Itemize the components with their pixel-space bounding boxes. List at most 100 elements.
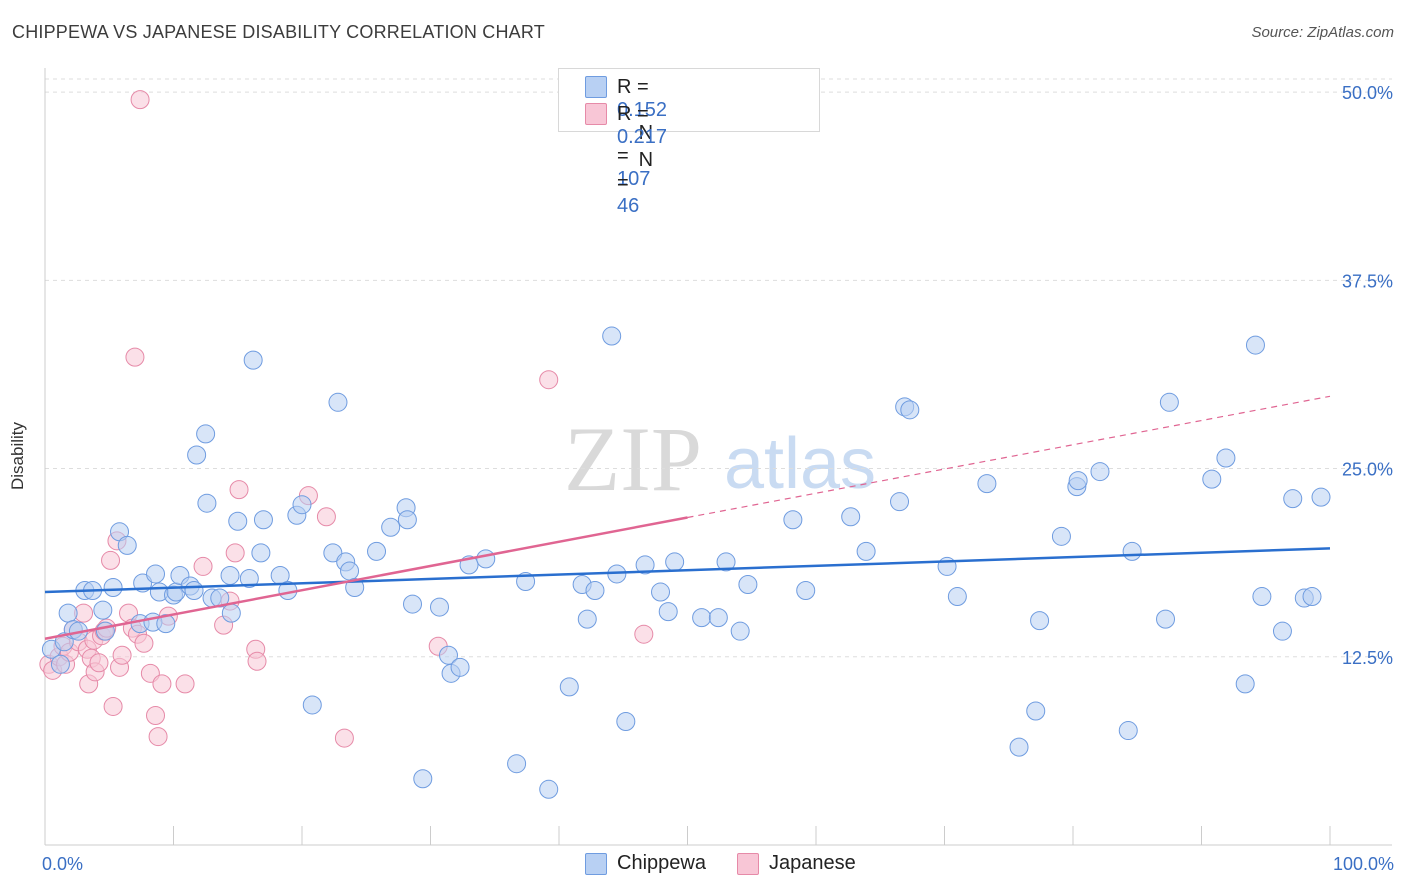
japanese-swatch xyxy=(585,103,607,125)
watermark-atlas: atlas xyxy=(724,424,876,504)
chippewa-point xyxy=(841,507,861,527)
chippewa-point xyxy=(328,392,348,412)
japanese-point xyxy=(148,727,168,747)
x-tick-label: 0.0% xyxy=(42,854,83,874)
chippewa-point xyxy=(658,602,678,622)
chippewa-point xyxy=(665,552,685,572)
chippewa-point xyxy=(243,350,263,370)
chippewa-point xyxy=(184,581,204,601)
chippewa-point xyxy=(397,510,417,530)
japanese-point xyxy=(125,347,145,367)
chippewa-point xyxy=(651,582,671,602)
chippewa-point xyxy=(1216,448,1236,468)
chippewa-point xyxy=(302,695,322,715)
chart-title: CHIPPEWA VS JAPANESE DISABILITY CORRELAT… xyxy=(12,22,545,42)
chippewa-point xyxy=(197,493,217,513)
chippewa-legend-label: Chippewa xyxy=(617,852,706,874)
japanese-point xyxy=(634,624,654,644)
chippewa-point xyxy=(403,594,423,614)
chippewa-point xyxy=(602,326,622,346)
chippewa-point xyxy=(450,657,470,677)
japanese-point xyxy=(247,651,267,671)
japanese-point xyxy=(89,653,109,673)
japanese-point xyxy=(152,674,172,694)
japanese-legend-label: Japanese xyxy=(769,852,856,874)
chippewa-point xyxy=(796,581,816,601)
japanese-point xyxy=(146,706,166,726)
chippewa-point xyxy=(507,754,527,774)
chippewa-point xyxy=(58,603,78,623)
legend-r-label: R = xyxy=(617,103,649,125)
chippewa-point xyxy=(1159,392,1179,412)
japanese-point xyxy=(539,370,559,390)
japanese-point xyxy=(334,728,354,748)
japanese-point xyxy=(101,550,121,570)
chippewa-point xyxy=(429,597,449,617)
chippewa-point xyxy=(1026,701,1046,721)
chippewa-point xyxy=(93,600,113,620)
japanese-point xyxy=(193,556,213,576)
chippewa-point xyxy=(103,578,123,598)
chippewa-point xyxy=(221,603,241,623)
y-axis-label: Disability xyxy=(8,421,27,491)
chippewa-point xyxy=(323,543,343,563)
chippewa-point xyxy=(50,654,70,674)
chippewa-point xyxy=(856,541,876,561)
y-tick-label: 37.5% xyxy=(1342,271,1393,291)
japanese-point xyxy=(103,696,123,716)
chippewa-point xyxy=(187,445,207,465)
japanese-point xyxy=(225,543,245,563)
japanese-point xyxy=(130,90,150,110)
legend-n-label: N = xyxy=(617,149,654,194)
japanese-point xyxy=(134,633,154,653)
chippewa-point xyxy=(340,561,360,581)
chippewa-point xyxy=(239,568,259,588)
japanese-trend-extension xyxy=(687,395,1331,519)
chippewa-point xyxy=(1252,587,1272,607)
chippewa-trend-line xyxy=(44,547,1331,594)
chippewa-point xyxy=(1272,621,1292,641)
legend-n-value: 46 xyxy=(617,195,640,217)
chippewa-point xyxy=(1283,489,1303,509)
y-tick-label: 50.0% xyxy=(1342,83,1393,103)
chippewa-point xyxy=(1051,526,1071,546)
chippewa-point xyxy=(117,535,137,555)
chippewa-point xyxy=(381,517,401,537)
japanese-point xyxy=(229,480,249,500)
legend-r-value: 0.217 xyxy=(617,126,668,148)
chippewa-point xyxy=(708,608,728,628)
chippewa-point xyxy=(1311,487,1331,507)
chippewa-point xyxy=(146,564,166,584)
chippewa-point xyxy=(585,581,605,601)
chippewa-point xyxy=(692,608,712,628)
x-tick-label: 100.0% xyxy=(1333,854,1394,874)
chippewa-point xyxy=(1122,541,1142,561)
chippewa-point xyxy=(476,549,496,569)
chippewa-point xyxy=(1302,587,1322,607)
y-tick-label: 12.5% xyxy=(1342,648,1393,668)
japanese-point xyxy=(175,674,195,694)
correlation-legend: R = 0.152 N = 107 R = 0.217 N = 46 xyxy=(558,68,820,217)
chippewa-point xyxy=(616,712,636,732)
chippewa-point xyxy=(251,543,271,563)
chippewa-point xyxy=(730,621,750,641)
chippewa-point xyxy=(220,565,240,585)
chippewa-point xyxy=(635,555,655,575)
source-label: Source: ZipAtlas.com xyxy=(1251,24,1394,41)
chippewa-point xyxy=(345,578,365,598)
japanese-point xyxy=(316,507,336,527)
chippewa-point xyxy=(900,400,920,420)
chippewa-point xyxy=(783,510,803,530)
chippewa-point xyxy=(1156,609,1176,629)
chippewa-point xyxy=(890,492,910,512)
y-tick-label: 25.0% xyxy=(1342,460,1393,480)
chippewa-point xyxy=(738,575,758,595)
chippewa-point xyxy=(367,541,387,561)
legend-r-label: R = xyxy=(617,76,649,98)
chippewa-point xyxy=(977,474,997,494)
japanese-trend-line xyxy=(44,516,688,640)
chippewa-point xyxy=(716,552,736,572)
chippewa-point xyxy=(539,779,559,799)
chippewa-point xyxy=(292,495,312,515)
